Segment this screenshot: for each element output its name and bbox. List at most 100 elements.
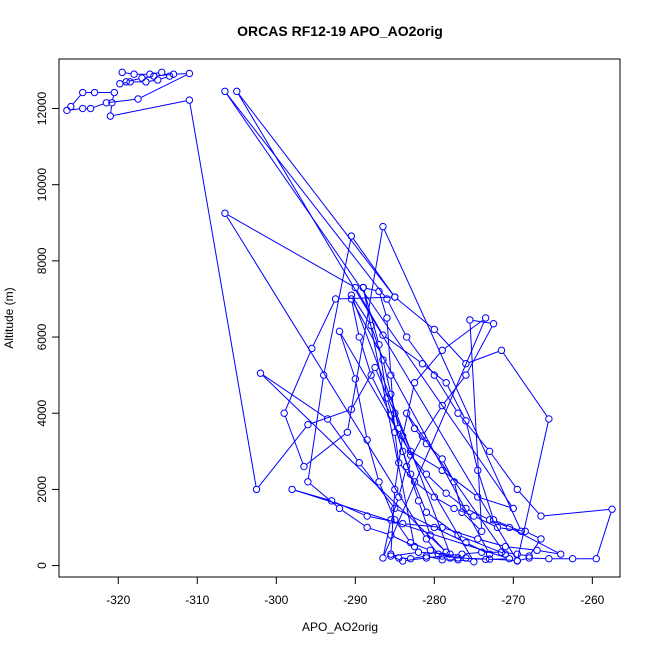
series-line-segment xyxy=(347,229,383,429)
data-point xyxy=(513,485,521,494)
series-line-segment xyxy=(454,485,462,509)
x-tick-label: -270 xyxy=(501,593,525,607)
data-point xyxy=(478,527,486,535)
data-point xyxy=(108,99,116,107)
data-point xyxy=(485,550,494,558)
data-point xyxy=(462,539,470,547)
data-point xyxy=(383,394,391,402)
series-line-segment xyxy=(112,95,115,100)
data-point xyxy=(485,447,494,456)
series-line-segment xyxy=(437,498,452,508)
series-line-segment xyxy=(399,431,410,453)
series-line-segment xyxy=(226,93,386,297)
data-point xyxy=(406,447,415,456)
data-point xyxy=(426,531,435,539)
series-line-segment xyxy=(423,408,441,434)
data-point xyxy=(481,314,490,322)
data-point xyxy=(252,485,261,494)
series-line-segment xyxy=(109,98,135,103)
data-point xyxy=(387,411,395,419)
series-line-segment xyxy=(481,539,503,547)
data-point xyxy=(430,325,439,334)
data-point xyxy=(300,462,308,471)
data-point xyxy=(406,539,415,547)
data-point xyxy=(165,72,174,80)
data-point xyxy=(485,516,494,524)
series-line-segment xyxy=(263,374,326,418)
series-line-segment xyxy=(443,377,465,404)
series-line-segment xyxy=(396,522,410,541)
series-line-segment xyxy=(435,377,457,411)
x-axis: -320 -310 -300 -290 -280 -270 -260 xyxy=(106,576,605,607)
series-line-segment xyxy=(461,535,503,554)
data-point xyxy=(430,523,439,532)
data-point xyxy=(399,519,407,528)
data-point xyxy=(442,548,450,556)
series-line-segment xyxy=(352,297,370,323)
series-line-segment xyxy=(307,378,324,479)
data-point xyxy=(418,432,427,440)
x-tick-label: -300 xyxy=(264,593,288,607)
data-point xyxy=(387,550,395,558)
data-point xyxy=(501,542,510,551)
y-tick-label: 6000 xyxy=(35,323,49,350)
series-line-segment xyxy=(528,532,539,538)
series-line-segment xyxy=(473,319,491,324)
data-point xyxy=(402,333,411,341)
series-line-segment xyxy=(351,302,360,334)
series-line-segment xyxy=(411,477,426,510)
series-line-segment xyxy=(383,523,391,555)
data-point xyxy=(438,346,446,355)
series-line-segment xyxy=(444,319,484,349)
data-point xyxy=(399,432,407,440)
data-point xyxy=(497,346,506,355)
data-point xyxy=(221,209,229,217)
y-tick-label: 10000 xyxy=(35,168,49,202)
series-line-segment xyxy=(140,74,187,98)
data-point xyxy=(525,552,533,560)
series-line-segment xyxy=(544,509,609,517)
data-point xyxy=(426,546,435,555)
data-point xyxy=(410,542,419,551)
data-point xyxy=(454,554,462,562)
data-point xyxy=(118,68,126,77)
data-point xyxy=(489,320,498,328)
series-line-segment xyxy=(413,543,428,550)
series-line-segment xyxy=(407,438,422,464)
data-point xyxy=(493,523,502,532)
series-line-segment xyxy=(306,434,345,465)
data-point xyxy=(158,68,166,77)
data-point xyxy=(387,516,395,524)
data-point xyxy=(422,470,431,478)
data-point xyxy=(363,523,371,532)
series-line-segment xyxy=(394,439,403,487)
series-line-segment xyxy=(262,375,444,551)
data-point xyxy=(391,485,399,494)
data-point xyxy=(568,555,577,563)
series-line-segment xyxy=(366,287,376,292)
data-point xyxy=(375,287,383,296)
series-line-segment xyxy=(352,370,374,407)
data-point xyxy=(347,232,356,240)
series-line-segment xyxy=(370,516,400,524)
data-point xyxy=(406,470,415,478)
series-line-segment xyxy=(383,321,485,555)
series-line-segment xyxy=(464,514,480,530)
series-line-segment xyxy=(397,298,432,328)
series-line-segment xyxy=(400,465,413,480)
series-line-segment xyxy=(149,80,155,82)
data-point xyxy=(438,401,446,410)
series-line-segment xyxy=(113,100,187,116)
data-point xyxy=(363,436,371,444)
series-line-segment xyxy=(394,435,399,460)
data-point xyxy=(371,363,379,372)
data-point xyxy=(557,550,565,558)
series-line-segment xyxy=(397,509,432,527)
data-point xyxy=(347,295,356,303)
y-axis-label: Altitude (m) xyxy=(2,287,16,348)
data-point xyxy=(391,516,399,524)
data-point xyxy=(391,409,399,417)
data-point xyxy=(470,512,478,520)
data-point xyxy=(90,88,99,97)
data-point xyxy=(142,78,150,86)
